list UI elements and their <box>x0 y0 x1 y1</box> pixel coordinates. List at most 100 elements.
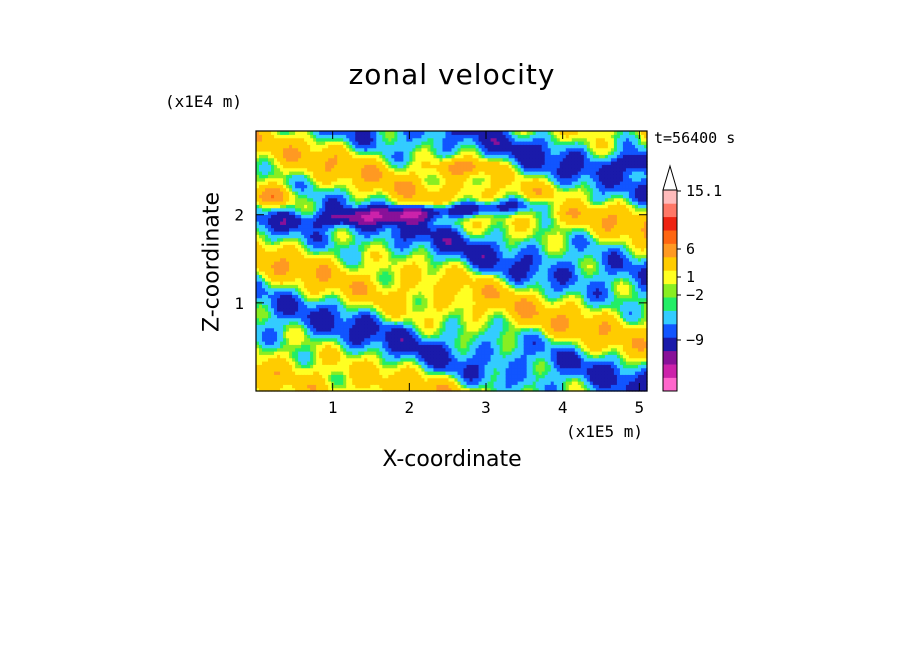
contour-cell <box>316 274 320 279</box>
contour-cell <box>433 287 438 292</box>
contour-cell <box>319 164 323 169</box>
contour-cell <box>442 254 447 259</box>
contour-cell <box>355 137 359 142</box>
contour-cell <box>277 254 281 259</box>
contour-cell <box>316 331 320 335</box>
contour-cell <box>439 361 444 365</box>
contour-cell <box>325 151 329 155</box>
contour-cell <box>289 227 293 232</box>
contour-cell <box>346 211 350 215</box>
contour-cell <box>433 347 438 352</box>
contour-cell <box>280 354 284 359</box>
contour-cell <box>337 267 341 272</box>
contour-cell <box>259 231 263 235</box>
contour-cell <box>280 277 284 282</box>
contour-cell <box>418 241 423 245</box>
contour-cell <box>424 151 429 155</box>
contour-cell <box>391 131 395 135</box>
contour-cell <box>310 224 314 229</box>
contour-cell <box>340 171 344 175</box>
contour-cell <box>277 214 281 219</box>
contour-cell <box>340 157 344 162</box>
contour-cell <box>385 194 389 199</box>
contour-cell <box>385 371 389 375</box>
contour-cell <box>265 321 269 325</box>
contour-cell <box>430 304 435 309</box>
contour-cell <box>409 171 413 175</box>
contour-cell <box>376 314 380 319</box>
contour-cell <box>289 141 293 145</box>
contour-cell <box>406 204 410 209</box>
contour-cell <box>295 147 299 152</box>
contour-cell <box>370 271 374 275</box>
contour-cell <box>388 361 392 365</box>
contour-cell <box>292 304 296 309</box>
contour-cell <box>331 354 335 359</box>
contour-cell <box>313 277 317 282</box>
contour-cell <box>409 327 413 332</box>
contour-cell <box>304 254 308 259</box>
contour-cell <box>319 161 323 165</box>
contour-cell <box>256 204 260 209</box>
contour-cell <box>262 284 266 289</box>
contour-cell <box>292 154 296 159</box>
contour-cell <box>292 351 296 355</box>
contour-cell <box>415 361 420 365</box>
contour-cell <box>412 211 417 215</box>
contour-cell <box>406 387 410 392</box>
contour-cell <box>430 331 435 335</box>
contour-cell <box>424 317 429 322</box>
contour-cell <box>406 291 410 295</box>
contour-cell <box>403 251 407 255</box>
contour-cell <box>361 374 365 379</box>
contour-cell <box>373 171 377 175</box>
contour-cell <box>388 241 392 245</box>
contour-cell <box>445 264 450 269</box>
contour-cell <box>328 214 332 219</box>
contour-cell <box>424 347 429 352</box>
contour-cell <box>301 191 305 195</box>
contour-cell <box>313 144 317 149</box>
contour-cell <box>385 247 389 252</box>
contour-cell <box>310 207 314 212</box>
contour-cell <box>337 187 341 192</box>
contour-cell <box>334 231 338 235</box>
contour-cell <box>259 304 263 309</box>
contour-cell <box>268 131 272 135</box>
contour-cell <box>403 134 407 139</box>
contour-cell <box>424 264 429 269</box>
contour-cell <box>424 137 429 142</box>
contour-cell <box>274 184 278 189</box>
contour-cell <box>346 137 350 142</box>
contour-cell <box>382 231 386 235</box>
contour-cell <box>331 177 335 182</box>
contour-cell <box>427 371 432 375</box>
contour-cell <box>337 134 341 139</box>
contour-cell <box>412 301 417 305</box>
contour-cell <box>412 244 417 249</box>
contour-cell <box>310 377 314 382</box>
contour-cell <box>280 301 284 305</box>
contour-cell <box>409 251 413 255</box>
contour-cell <box>325 351 329 355</box>
contour-cell <box>433 264 438 269</box>
contour-cell <box>307 291 311 295</box>
contour-cell <box>430 384 435 389</box>
contour-cell <box>373 164 377 169</box>
contour-cell <box>277 387 281 392</box>
contour-cell <box>271 161 275 165</box>
contour-cell <box>310 311 314 315</box>
contour-cell <box>364 137 368 142</box>
contour-cell <box>430 291 435 295</box>
contour-cell <box>370 157 374 162</box>
contour-cell <box>337 237 341 242</box>
contour-cell <box>427 211 432 215</box>
contour-cell <box>319 334 323 339</box>
contour-cell <box>421 194 426 199</box>
contour-cell <box>298 251 302 255</box>
contour-cell <box>373 291 377 295</box>
contour-cell <box>337 154 341 159</box>
contour-cell <box>295 171 299 175</box>
contour-cell <box>394 374 398 379</box>
contour-cell <box>415 241 420 245</box>
